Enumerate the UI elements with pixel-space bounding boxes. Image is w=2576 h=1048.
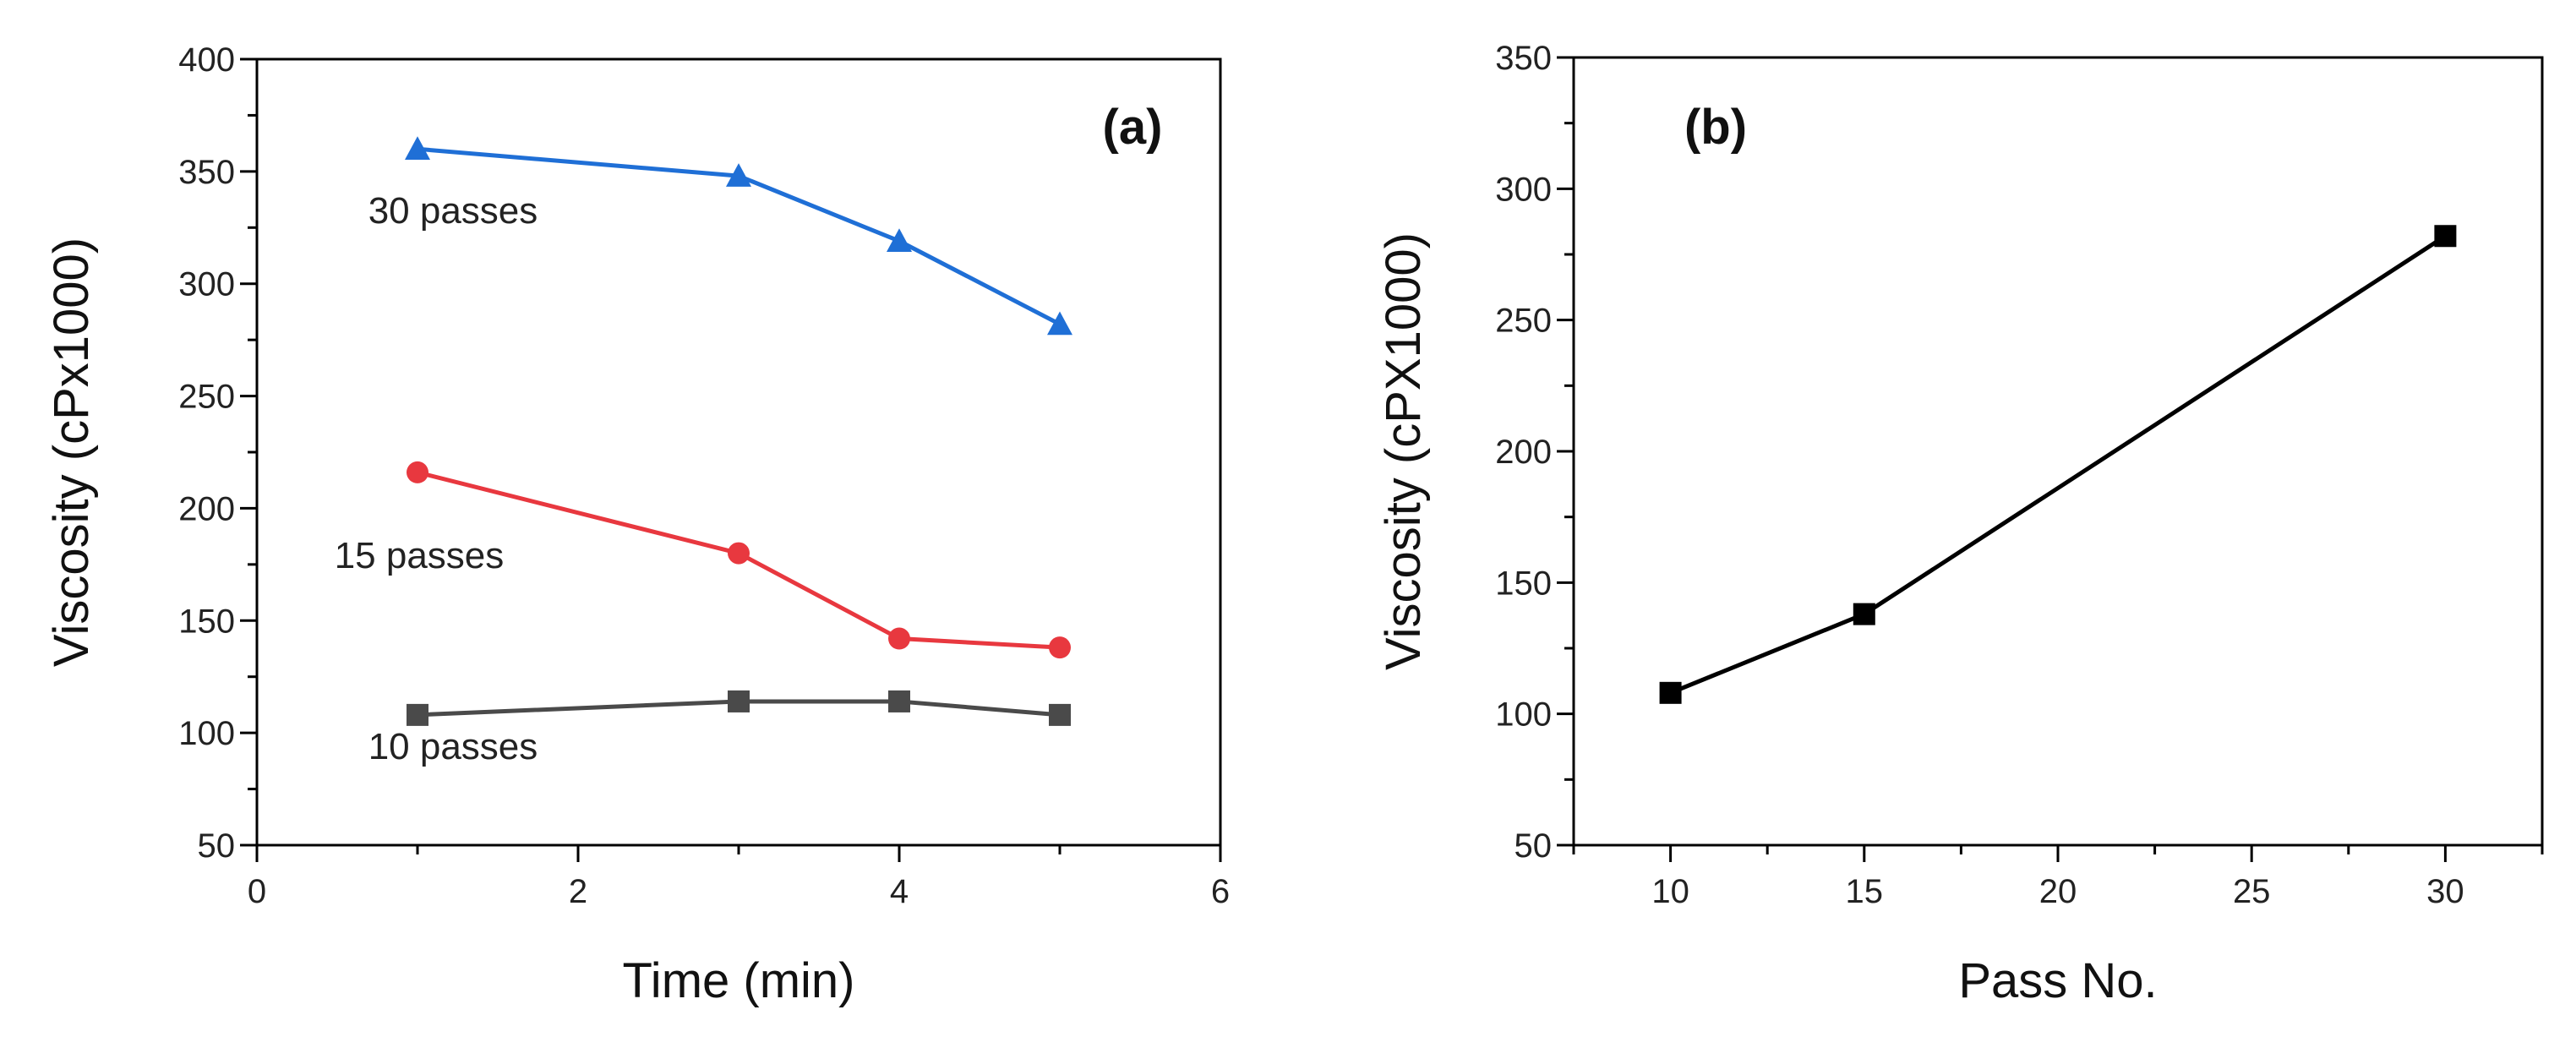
chart-panel-b: 10 15 20 25 30 50 100 150 200 250 300 350 Pass No. Vi… [1376, 40, 2544, 1008]
x-tick-label: 0 [248, 873, 266, 910]
series-label: 10 passes [368, 726, 538, 767]
y-tick-label: 200 [178, 490, 235, 527]
y-tick-label: 200 [1495, 434, 1552, 471]
y-tick-label: 250 [178, 379, 235, 416]
data-point-square [888, 690, 910, 712]
panel-label: (b) [1684, 100, 1747, 155]
data-point-square [2434, 225, 2457, 248]
x-tick-label: 2 [569, 873, 587, 910]
data-point-circle [728, 542, 750, 565]
y-tick-label: 150 [178, 603, 235, 640]
x-tick-label: 6 [1211, 873, 1230, 910]
data-point-triangle [405, 136, 430, 161]
x-axis-title: Time (min) [623, 953, 855, 1008]
series-line-2 [417, 699, 1061, 718]
x-axis-title: Pass No. [1958, 953, 2157, 1008]
y-axis-title: Viscosity (cPX1000) [1376, 232, 1431, 670]
x-tick-label: 15 [1846, 873, 1884, 910]
data-point-square [1659, 681, 1682, 704]
y-tick-label: 350 [178, 154, 235, 191]
series-label: 30 passes [368, 190, 538, 232]
data-point-circle [407, 461, 428, 483]
chart-panel-a: 0 2 4 6 50 100 150 200 250 300 350 400 Time (min) Vis… [44, 41, 1230, 1008]
y-tick-label: 100 [178, 715, 235, 752]
x-tick-label: 25 [2233, 873, 2271, 910]
x-tick-label: 20 [2039, 873, 2077, 910]
x-tick-label: 10 [1651, 873, 1689, 910]
panel-label: (a) [1103, 100, 1163, 155]
data-point-circle [888, 627, 910, 650]
data-point-square [1049, 703, 1071, 726]
data-point-triangle [726, 163, 751, 187]
y-tick-label: 250 [1495, 303, 1552, 340]
series-line-0 [1669, 234, 2447, 696]
y-tick-label: 50 [1514, 827, 1553, 865]
y-axis-title: Viscosity (cPx1000) [44, 237, 99, 667]
y-tick-label: 350 [1495, 40, 1552, 77]
data-point-triangle [887, 228, 912, 252]
y-tick-label: 50 [198, 827, 236, 865]
y-tick-label: 400 [178, 41, 235, 79]
data-point-square [1853, 603, 1875, 625]
plot-frame [1572, 56, 2544, 847]
data-point-circle [1049, 636, 1071, 659]
data-point-triangle [1047, 311, 1072, 336]
series-label: 15 passes [335, 535, 505, 576]
data-point-square [728, 690, 750, 712]
series-line-0 [417, 146, 1062, 326]
series-line-1 [417, 470, 1061, 650]
y-tick-label: 300 [1495, 171, 1552, 208]
y-tick-label: 300 [178, 266, 235, 303]
y-tick-label: 150 [1495, 565, 1552, 602]
y-tick-label: 100 [1495, 696, 1552, 734]
x-tick-label: 4 [890, 873, 909, 910]
x-tick-label: 30 [2426, 873, 2464, 910]
data-point-square [407, 703, 428, 726]
